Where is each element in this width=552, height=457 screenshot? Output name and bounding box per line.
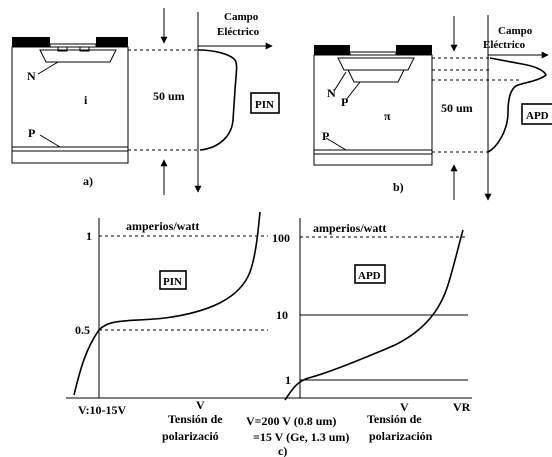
pin-plot-unit: amperios/watt xyxy=(126,219,199,233)
apd-p-leader xyxy=(345,81,361,101)
apd-p-lower-leader xyxy=(325,137,347,151)
pin-plot-tick-05: 0.5 xyxy=(75,323,90,337)
pin-i-label: i xyxy=(84,93,88,107)
apd-plot-tag xyxy=(354,264,386,284)
pin-plot-x-label: V xyxy=(196,398,205,412)
pin-n-region xyxy=(39,49,117,63)
apd-p-region xyxy=(347,69,405,83)
panel-a-caption: a) xyxy=(83,174,93,188)
apd-right-contact xyxy=(396,45,432,55)
pin-n-label: N xyxy=(27,69,36,83)
pin-oxide-right xyxy=(79,46,90,52)
pin-n-leader xyxy=(37,61,59,75)
apd-plot-unit: amperios/watt xyxy=(313,221,386,235)
pin-device-tag-text: PIN xyxy=(255,99,274,111)
apd-n-region xyxy=(337,57,415,71)
pin-p-leader xyxy=(39,134,61,148)
pin-plot-bias-2: polarizació xyxy=(162,429,219,443)
apd-responsivity-plot: amperios/watt 100 10 1 APD V VR V=200 V … xyxy=(246,218,472,457)
apd-left-contact xyxy=(314,45,350,55)
pin-right-contact xyxy=(96,37,128,47)
pin-left-contact xyxy=(12,37,50,47)
apd-plot-tick-1: 1 xyxy=(285,373,291,387)
apd-device-tag-text: APD xyxy=(526,110,549,122)
apd-oxide-window xyxy=(349,51,397,56)
pin-plot-tag xyxy=(159,270,187,290)
pin-field-title-2: Eléctrico xyxy=(217,26,260,38)
pin-field-profile xyxy=(197,49,238,151)
apd-plot-x-end: VR xyxy=(453,400,471,414)
apd-thickness: 50 um xyxy=(441,101,473,115)
apd-field-profile xyxy=(487,57,547,153)
pin-responsivity-curve xyxy=(73,211,261,396)
apd-plot-tag-text: APD xyxy=(358,270,381,282)
pin-device-body xyxy=(11,46,129,164)
pin-plot-bias-1: Tensión de xyxy=(168,412,223,426)
pin-plot-x-tick: V:10-15V xyxy=(78,403,127,417)
pin-device-tag xyxy=(250,92,280,114)
apd-plot-tick-10: 10 xyxy=(276,308,288,322)
panel-b-caption: b) xyxy=(393,180,404,194)
apd-plot-bias-2: polarización xyxy=(369,429,433,443)
apd-pi-label: π xyxy=(384,109,391,123)
pin-oxide-left xyxy=(57,46,68,52)
apd-device-body xyxy=(313,54,433,166)
apd-n-label: N xyxy=(327,86,336,100)
apd-plot-tick-100: 100 xyxy=(272,231,290,245)
pin-thickness: 50 um xyxy=(153,89,185,103)
pin-p-label: P xyxy=(28,126,35,140)
apd-field-title-2: Eléctrico xyxy=(483,39,526,51)
panel-b: N P π P b) Campo Eléctrico 50 um APD xyxy=(313,15,552,201)
apd-field-title-1: Campo xyxy=(498,25,533,37)
apd-responsivity-curve xyxy=(284,229,464,401)
pin-oxide-window xyxy=(49,43,97,48)
apd-p-upper-label: P xyxy=(341,95,348,109)
apd-plot-note-2: =15 V (Ge, 1.3 um) xyxy=(253,430,349,444)
pin-plot-tag-text: PIN xyxy=(163,276,182,288)
apd-device-tag xyxy=(521,103,552,125)
pin-plot-tick-1: 1 xyxy=(86,229,92,243)
apd-n-leader xyxy=(333,71,347,92)
apd-plot-note-1: V=200 V (0.8 um) xyxy=(246,414,336,428)
apd-plot-x-label: V xyxy=(400,400,409,414)
panel-a: N i P a) Campo Eléctrico 50 um PIN xyxy=(11,8,280,195)
panel-c-caption: c) xyxy=(278,444,287,457)
pin-field-title-1: Campo xyxy=(224,11,259,23)
pin-responsivity-plot: amperios/watt 1 0.5 PIN V:10-15V V Tensi… xyxy=(66,211,270,443)
apd-p-lower-label: P xyxy=(322,129,329,143)
apd-plot-bias-1: Tensión de xyxy=(367,412,422,426)
